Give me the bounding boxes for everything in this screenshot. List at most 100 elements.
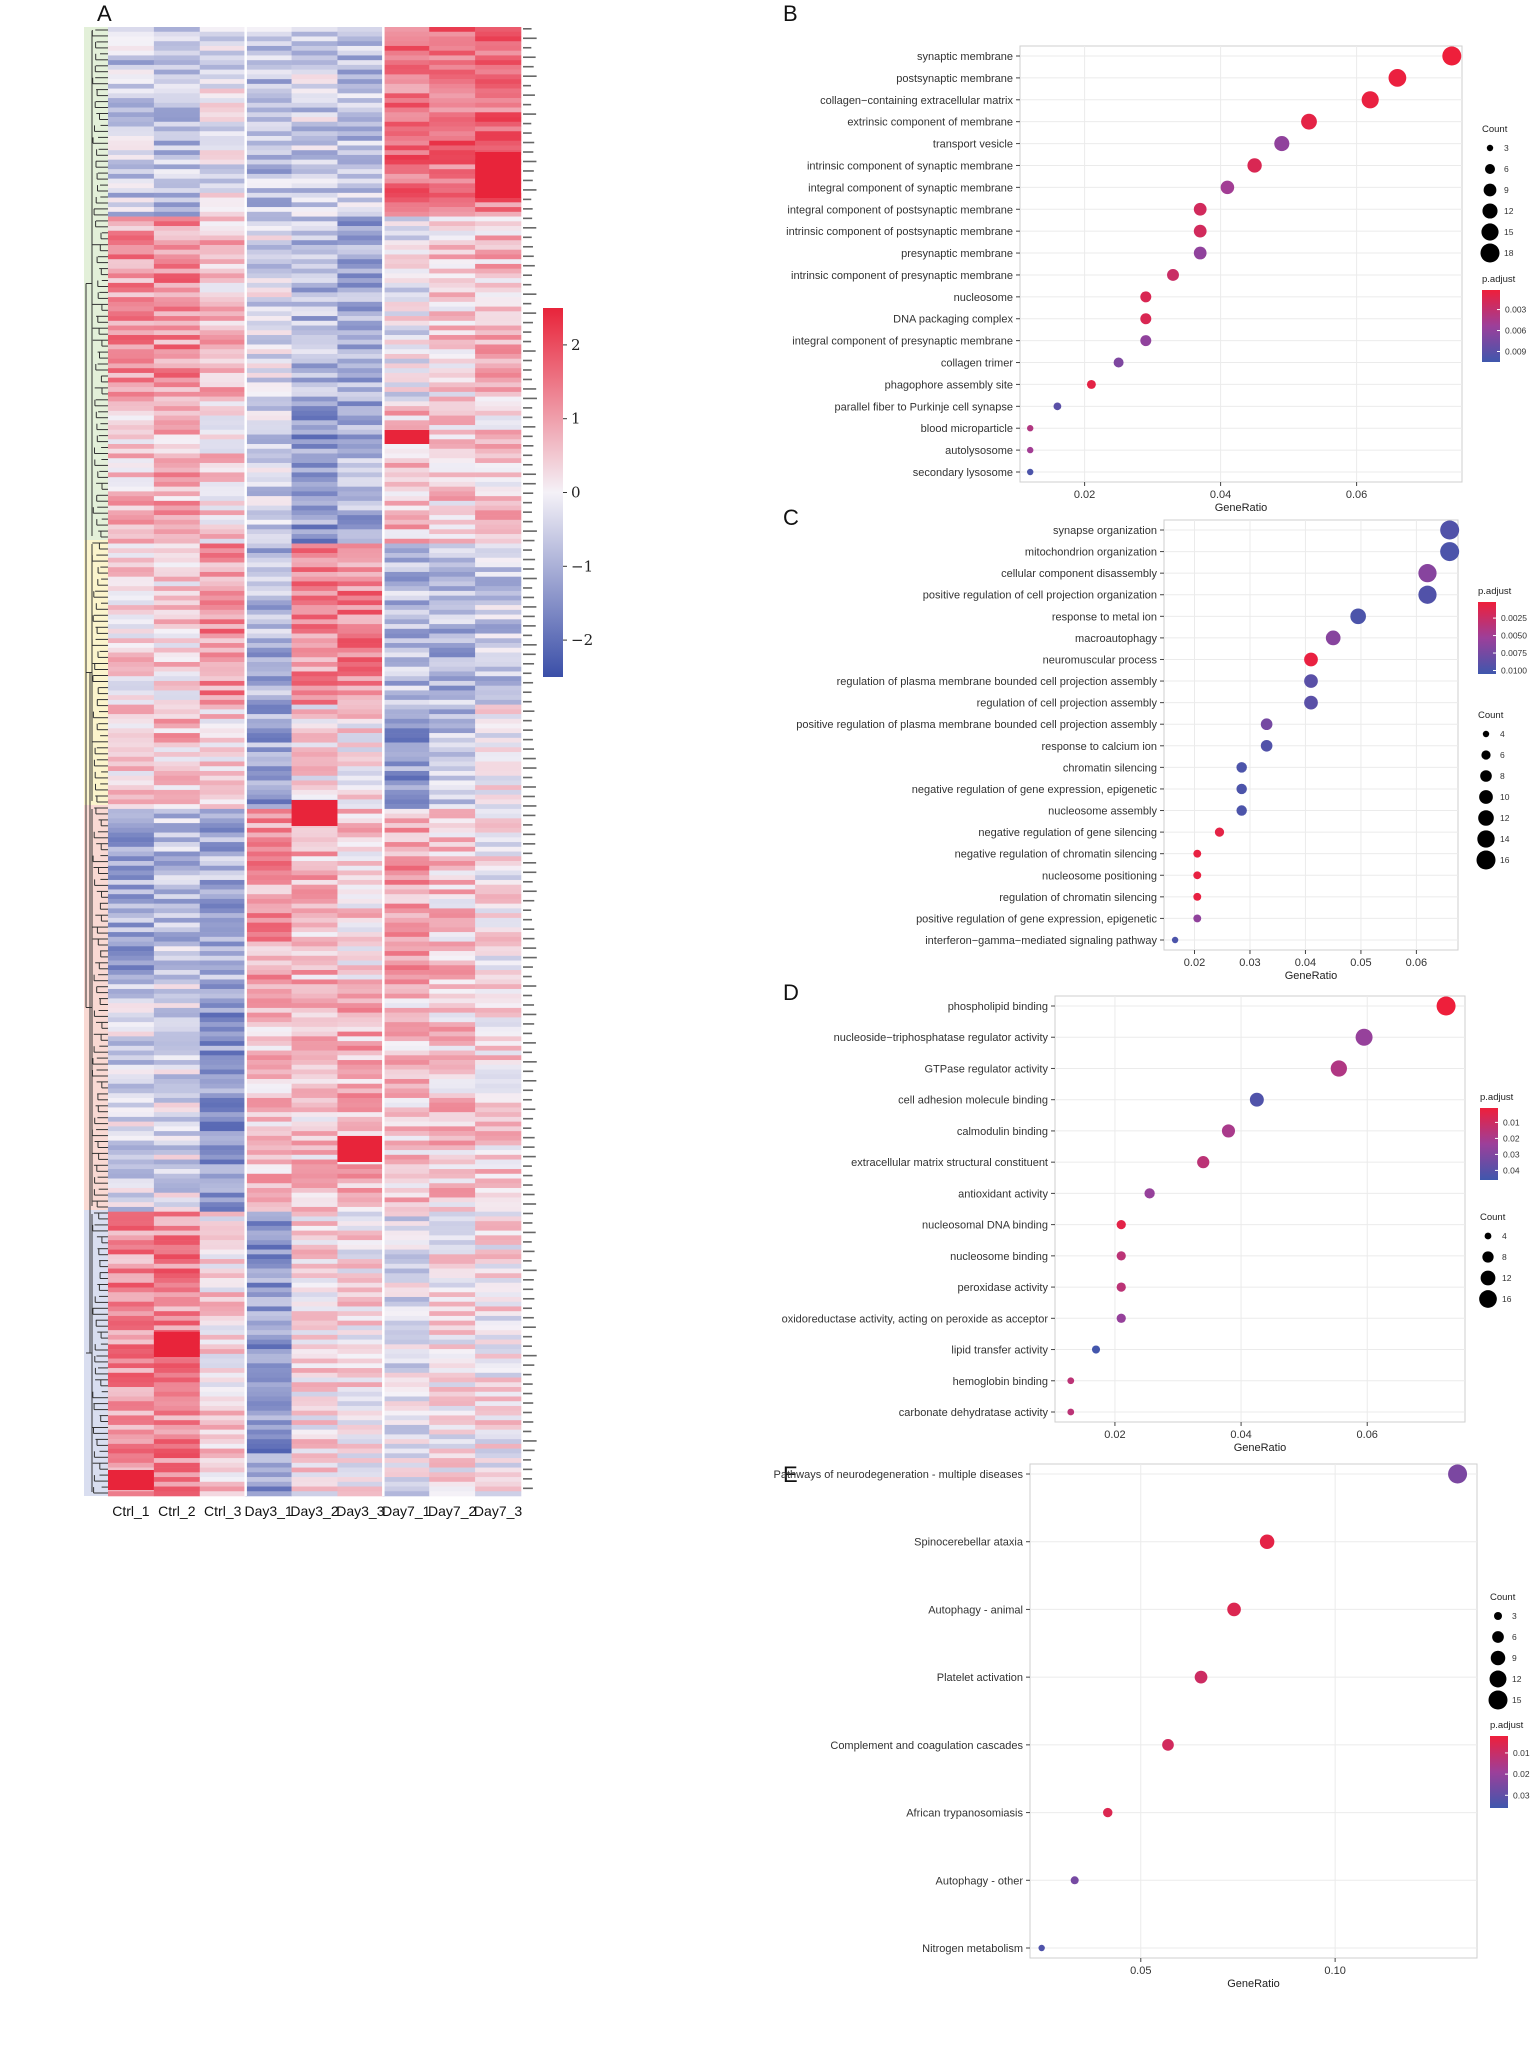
heatmap-cell (383, 178, 430, 184)
heatmap-cell (245, 1353, 292, 1359)
heatmap-cell (475, 335, 522, 341)
heatmap-cell (291, 259, 338, 265)
heatmap-cell (108, 36, 155, 42)
heatmap-cell (383, 510, 430, 516)
heatmap-cell (383, 45, 430, 51)
heatmap-cell (383, 197, 430, 203)
heatmap-cell (429, 1282, 476, 1288)
heatmap-cell (199, 519, 246, 525)
heatmap-cell (245, 1041, 292, 1047)
heatmap-cell (108, 126, 155, 132)
heatmap-cell (108, 330, 155, 336)
heatmap-cell (337, 789, 384, 795)
heatmap-cell (429, 1169, 476, 1175)
heatmap-cell (429, 723, 476, 729)
heatmap-cell (429, 766, 476, 772)
heatmap-cell (429, 401, 476, 407)
heatmap-cell (291, 614, 338, 620)
heatmap-cell (429, 263, 476, 269)
heatmap-cell (153, 647, 201, 653)
heatmap-cell (475, 515, 522, 521)
heatmap-cell (245, 1003, 292, 1009)
heatmap-cell (475, 230, 522, 236)
heatmap-cell (291, 74, 338, 80)
heatmap-cell (199, 301, 246, 307)
heatmap-cell (291, 733, 338, 739)
heatmap-cell (199, 1448, 246, 1454)
gene-label-mark (523, 577, 537, 580)
heatmap-cell (291, 922, 338, 928)
heatmap-cell (153, 988, 201, 994)
heatmap-cell (245, 1116, 292, 1122)
heatmap-cell (383, 1358, 430, 1364)
heatmap-cell (153, 1263, 201, 1269)
heatmap-cell (475, 723, 522, 729)
heatmap-cell (245, 1315, 292, 1321)
heatmap-cell (475, 605, 522, 611)
heatmap-cell (199, 183, 246, 189)
heatmap-cell (153, 1481, 201, 1487)
heatmap-cell (383, 349, 430, 355)
heatmap-cell (199, 1050, 246, 1056)
heatmap-cell (429, 1192, 476, 1198)
heatmap-cell (108, 240, 155, 246)
heatmap-cell (429, 1467, 476, 1473)
heatmap-cell (475, 1012, 522, 1018)
heatmap-cell (291, 1292, 338, 1298)
gene-label-mark (523, 445, 534, 447)
heatmap-cell (199, 244, 246, 251)
heatmap-cell (475, 1410, 522, 1416)
heatmap-cell (291, 984, 338, 990)
heatmap-cell (245, 638, 292, 644)
term-label: antioxidant activity (958, 1188, 1048, 1200)
heatmap-cell (108, 64, 155, 70)
heatmap-cell (337, 628, 384, 634)
heatmap-cell (337, 643, 384, 649)
heatmap-cell (108, 586, 155, 592)
heatmap-cell (337, 889, 384, 895)
heatmap-cell (199, 1225, 246, 1231)
heatmap-cell (199, 505, 246, 511)
heatmap-cell (153, 1311, 201, 1317)
heatmap-cell (245, 1278, 292, 1284)
heatmap-cell (108, 799, 155, 805)
heatmap-cell (383, 117, 430, 123)
heatmap-cell (199, 500, 246, 506)
heatmap-cell (153, 1287, 201, 1293)
heatmap-cell (475, 1249, 522, 1255)
heatmap-cell (108, 1083, 155, 1089)
heatmap-cell (429, 808, 476, 814)
heatmap-cell (383, 889, 430, 895)
heatmap-cell (383, 377, 430, 383)
heatmap-cell (153, 1017, 201, 1023)
heatmap-cell (199, 870, 246, 876)
heatmap-cell (245, 188, 292, 194)
heatmap-cell (199, 273, 246, 279)
data-point (1193, 849, 1202, 858)
heatmap-cell (245, 733, 292, 739)
heatmap-cell (383, 372, 430, 378)
heatmap-cell (383, 913, 430, 919)
heatmap-cell (291, 1060, 338, 1066)
heatmap-cell (337, 1415, 384, 1421)
heatmap-cell (291, 159, 338, 165)
heatmap-cell (383, 562, 430, 568)
data-point (1448, 1464, 1468, 1484)
heatmap-cell (245, 813, 292, 819)
heatmap-cell (108, 1424, 155, 1430)
heatmap-cell (429, 1225, 476, 1231)
heatmap-cell (291, 244, 338, 251)
heatmap-cell (199, 1244, 246, 1250)
heatmap-cell (383, 728, 430, 734)
heatmap-cell (383, 1273, 430, 1279)
heatmap-cell (291, 102, 338, 108)
heatmap-cell (108, 1282, 155, 1288)
heatmap-cell (291, 586, 338, 592)
heatmap-cell (429, 988, 476, 994)
heatmap-cell (199, 742, 246, 748)
heatmap-cell (291, 1145, 338, 1151)
heatmap-cell (337, 1462, 384, 1468)
heatmap-cell (245, 1382, 292, 1388)
gene-label-mark (523, 189, 537, 191)
heatmap-cell (429, 1012, 476, 1018)
